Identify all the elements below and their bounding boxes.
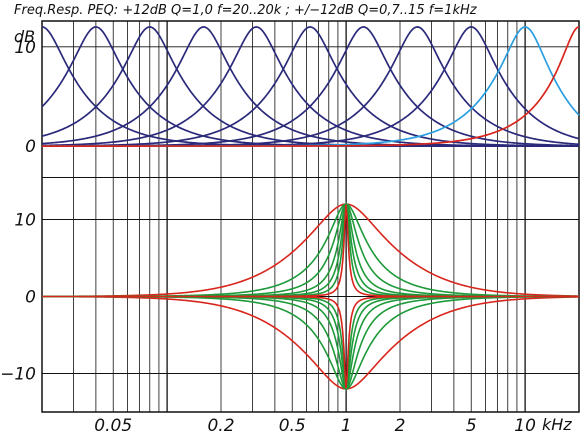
- x-tick-label: 2: [395, 416, 406, 433]
- lower-peq-curve: [42, 204, 579, 298]
- lower-peq-curve: [42, 295, 579, 389]
- upper-peq-curve: [41, 26, 579, 147]
- lower-peq-curve: [42, 203, 580, 298]
- upper-peq-curve: [42, 26, 580, 147]
- y-tick-label: 10: [14, 38, 36, 58]
- lower-peq-curve: [42, 295, 580, 390]
- lower-peq-curve: [42, 295, 579, 389]
- lower-peq-curve: [42, 204, 579, 298]
- x-tick-label: 5: [466, 416, 477, 433]
- x-tick-label: 0.2: [207, 416, 234, 433]
- lower-peq-curve: [42, 295, 579, 391]
- lower-peq-curve: [42, 201, 579, 298]
- y-tick-label: 10: [14, 211, 36, 231]
- lower-peq-curve: [42, 295, 579, 392]
- upper-peq-curve: [41, 26, 579, 147]
- lower-peq-curve: [42, 295, 579, 390]
- upper-peq-curve: [42, 26, 580, 147]
- upper-peq-curve: [41, 26, 579, 147]
- upper-peq-curve: [41, 26, 579, 147]
- axis-labels: 0.05 0.2 0.5 1 2 5 10 0 10 −10 0 10: [0, 38, 536, 433]
- upper-peq-curve: [41, 26, 579, 147]
- upper-peq-curve: [41, 26, 580, 147]
- plot-frame: [41, 20, 580, 413]
- y-tick-label: 0: [25, 137, 36, 157]
- y-axis-unit-label: dB: [14, 27, 35, 46]
- y-tick-label: 0: [25, 288, 36, 308]
- lower-peq-curve: [42, 203, 579, 298]
- x-tick-label: 1: [341, 416, 352, 433]
- chart-title: Freq.Resp. PEQ: +12dB Q=1,0 f=20..20k ; …: [14, 3, 478, 18]
- lower-peq-curve: [42, 295, 579, 390]
- grid-lines: [42, 21, 579, 412]
- x-tick-label: 10: [514, 416, 536, 433]
- upper-peq-curve: [42, 26, 579, 147]
- x-tick-label: 0.5: [279, 416, 306, 433]
- lower-peq-curve: [42, 202, 579, 298]
- y-tick-label: −10: [0, 365, 36, 385]
- lower-peq-curve: [42, 203, 579, 298]
- x-tick-label: 0.05: [94, 416, 132, 433]
- upper-peq-curve: [42, 26, 580, 147]
- response-curves: [41, 26, 580, 392]
- upper-peq-curve: [42, 26, 580, 147]
- x-axis-unit-label: kHz: [542, 415, 572, 433]
